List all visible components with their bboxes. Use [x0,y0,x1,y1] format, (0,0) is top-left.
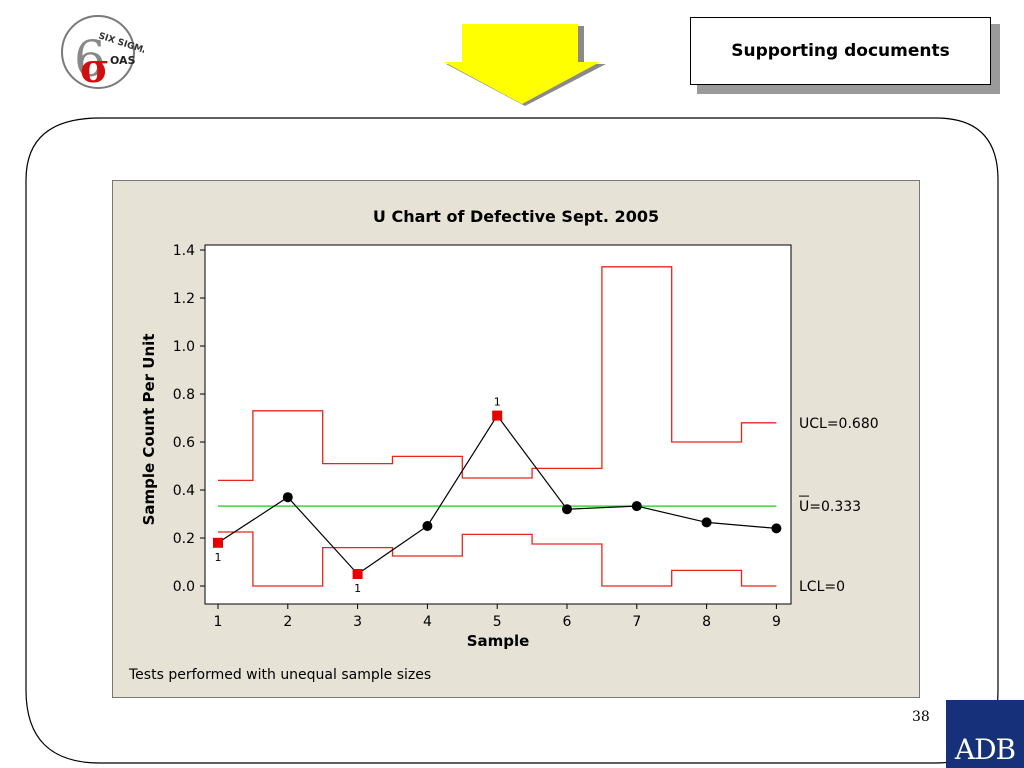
chart-footnote: Tests performed with unequal sample size… [129,667,432,683]
y-tick-label: 1.0 [173,339,195,355]
logo-sigma: σ [80,45,110,90]
header-box: Supporting documents [690,17,991,85]
adb-logo: ADB [946,700,1024,768]
x-tick-label: 3 [353,614,362,630]
logo-bottom-text: OAS [110,54,136,67]
y-tick-label: 0.4 [173,483,195,499]
x-tick-label: 9 [772,614,781,630]
x-tick-label: 8 [702,614,711,630]
data-point [562,504,572,515]
flag-label: 1 [494,396,501,409]
ucl-line [218,266,777,482]
flag-label: 1 [354,582,361,595]
x-tick-label: 4 [423,614,432,630]
y-axis-label: Sample Count Per Unit [140,334,158,526]
down-arrow-icon [444,24,606,106]
data-point [701,517,712,528]
x-tick-label: 1 [214,614,223,630]
page-title: Supporting documents [731,41,950,61]
ucl-label: UCL=0.680 [799,416,879,432]
flag-label: 1 [215,551,222,564]
six-sigma-oas-logo: 6 σ SIX SIGMA OAS [61,15,144,90]
plot-area [204,244,792,605]
x-tick-label: 2 [283,614,292,630]
x-axis-label: Sample [467,632,530,650]
logo-numeral: 6 [74,30,106,88]
data-point [631,501,642,512]
data-point [771,523,782,534]
y-tick-label: 1.4 [173,243,195,259]
x-tick-label: 5 [493,614,502,630]
y-tick-label: 0.6 [173,435,195,451]
y-tick-label: 1.2 [173,291,195,307]
x-tick-label: 7 [632,614,641,630]
center-label: U=0.333 [799,499,861,515]
data-point [282,492,293,503]
u-chart: 0.0 0.2 0.4 0.6 0.8 1.0 1.2 1.4 1 2 3 4 5 6 7 8 9 Sample S… [140,243,879,650]
flagged-data-point [213,537,223,548]
chart-panel: U Chart of Defective Sept. 2005 0.0 0.2 0.… [112,180,920,698]
flagged-data-point [352,569,363,579]
page-number: 38 [912,709,930,725]
chart-title: U Chart of Defective Sept. 2005 [372,207,660,226]
data-point [422,521,433,531]
flagged-data-point [492,410,503,421]
lcl-line [218,531,777,587]
y-tick-label: 0.8 [173,387,195,403]
y-tick-label: 0.2 [173,531,195,547]
x-tick-label: 6 [563,614,572,630]
y-tick-label: 0.0 [173,579,195,595]
lcl-label: LCL=0 [799,579,845,595]
